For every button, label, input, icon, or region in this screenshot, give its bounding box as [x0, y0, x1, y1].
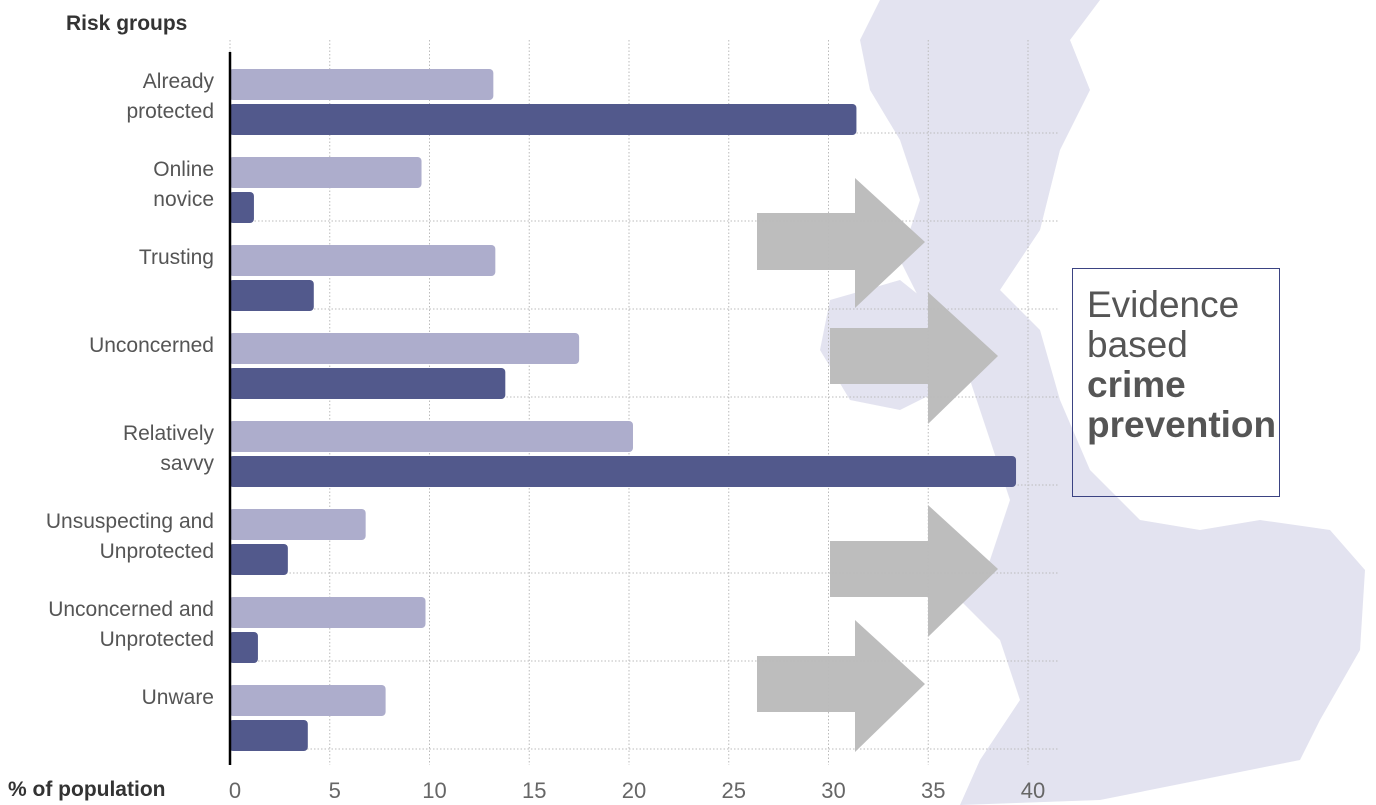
annotation-box: Evidence based crime prevention — [1072, 268, 1280, 497]
x-tick-label: 15 — [522, 778, 546, 803]
x-tick-label: 10 — [422, 778, 446, 803]
x-axis-title: % of population — [8, 778, 166, 801]
bar — [229, 69, 494, 100]
bar — [229, 421, 633, 452]
category-label: Online novice — [153, 158, 214, 211]
bar — [229, 157, 422, 188]
bars — [229, 69, 1017, 751]
x-tick-label: 25 — [722, 778, 746, 803]
bar — [229, 280, 314, 311]
bar — [229, 544, 288, 575]
annotation-bold: crime prevention — [1087, 364, 1277, 445]
x-tick-label: 20 — [622, 778, 646, 803]
x-ticks: 0 5 10 15 20 25 30 35 40 — [229, 778, 1045, 803]
x-tick-label: 35 — [921, 778, 945, 803]
bar — [229, 192, 254, 223]
bar — [229, 104, 857, 135]
x-tick-label: 40 — [1021, 778, 1045, 803]
x-tick-label: 5 — [329, 778, 341, 803]
bar — [229, 685, 386, 716]
category-label: Unconcerned — [89, 334, 214, 357]
x-tick-label: 30 — [821, 778, 845, 803]
category-label: Relatively savvy — [122, 422, 214, 475]
bar — [229, 245, 496, 276]
category-label: Unsuspecting and Unprotected — [45, 510, 214, 563]
bar — [229, 456, 1017, 487]
x-tick-label: 0 — [229, 778, 241, 803]
category-label: Unware — [141, 686, 214, 709]
bar — [229, 509, 366, 540]
bar — [229, 632, 258, 663]
category-label: Unconcerned and Unprotected — [48, 598, 214, 651]
bar — [229, 597, 426, 628]
bar — [229, 368, 506, 399]
category-label: Trusting — [138, 246, 214, 269]
arrows — [757, 178, 998, 752]
annotation-text: Evidence based — [1087, 284, 1240, 365]
bar — [229, 333, 580, 364]
bar — [229, 720, 308, 751]
category-label: Already protected — [126, 70, 214, 123]
y-axis-title: Risk groups — [66, 12, 188, 35]
